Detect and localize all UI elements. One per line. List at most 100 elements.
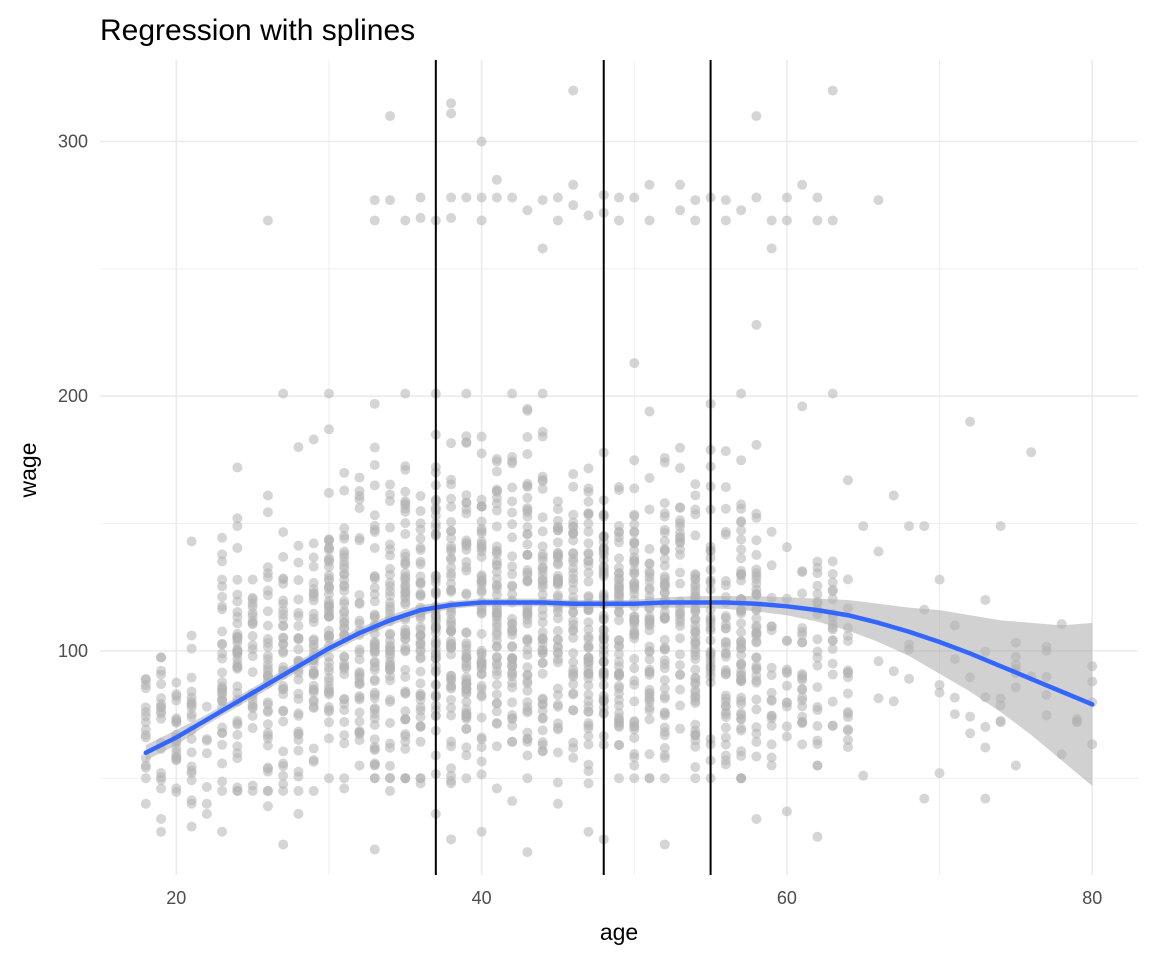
data-point — [614, 215, 624, 226]
data-point — [720, 750, 731, 761]
data-point — [476, 628, 487, 639]
data-point — [736, 666, 747, 677]
data-point — [644, 749, 655, 760]
data-point — [797, 701, 808, 712]
data-point — [537, 694, 548, 705]
data-point — [812, 556, 823, 567]
data-point — [446, 108, 457, 119]
data-point — [644, 702, 655, 713]
data-point — [522, 736, 533, 747]
data-point — [675, 621, 686, 632]
data-point — [583, 463, 594, 474]
data-point — [323, 553, 334, 564]
data-point — [1010, 659, 1021, 670]
data-point — [904, 521, 915, 532]
data-point — [415, 518, 426, 529]
data-point — [461, 675, 472, 686]
data-point — [400, 464, 411, 475]
data-point — [262, 706, 273, 717]
data-point — [415, 678, 426, 689]
data-point — [476, 647, 487, 658]
data-point — [965, 711, 976, 722]
data-point — [720, 195, 731, 206]
data-point — [781, 215, 792, 226]
data-point — [659, 524, 670, 535]
data-point — [476, 136, 487, 147]
data-point — [644, 406, 655, 417]
data-point — [583, 664, 594, 675]
data-point — [308, 434, 319, 445]
data-point — [446, 625, 457, 636]
data-point — [339, 485, 350, 496]
data-point — [552, 574, 563, 585]
y-tick-label: 100 — [58, 641, 88, 661]
data-point — [568, 752, 579, 763]
data-point — [812, 589, 823, 600]
data-point — [232, 644, 243, 655]
data-point — [461, 539, 472, 550]
data-point — [659, 707, 670, 718]
data-point — [323, 717, 334, 728]
data-point — [736, 773, 747, 784]
data-point — [476, 769, 487, 780]
data-point — [476, 826, 487, 837]
data-point — [751, 751, 762, 762]
data-point — [659, 571, 670, 582]
data-point — [781, 635, 792, 646]
data-point — [766, 720, 777, 731]
data-point — [568, 584, 579, 595]
data-point — [522, 685, 533, 696]
data-point — [140, 773, 151, 784]
data-point — [385, 675, 396, 686]
data-point — [156, 783, 167, 794]
data-point — [552, 777, 563, 788]
data-point — [736, 499, 747, 510]
x-tick-label: 20 — [166, 888, 186, 908]
data-point — [537, 474, 548, 485]
data-point — [446, 493, 457, 504]
data-point — [385, 760, 396, 771]
data-point — [736, 695, 747, 706]
data-point — [736, 534, 747, 545]
data-point — [644, 543, 655, 554]
data-point — [720, 648, 731, 659]
data-point — [720, 215, 731, 226]
data-point — [919, 604, 930, 615]
data-point — [736, 575, 747, 586]
data-point — [369, 195, 380, 206]
data-point — [842, 708, 853, 719]
data-point — [232, 462, 243, 473]
data-point — [308, 667, 319, 678]
data-point — [644, 666, 655, 677]
data-point — [842, 635, 853, 646]
data-point — [751, 535, 762, 546]
data-point — [247, 667, 258, 678]
data-point — [293, 442, 304, 453]
data-point — [446, 694, 457, 705]
data-point — [980, 594, 991, 605]
data-point — [659, 546, 670, 557]
data-point — [614, 589, 624, 600]
data-point — [369, 759, 380, 770]
data-point — [827, 556, 838, 567]
data-point — [568, 737, 579, 748]
data-point — [675, 578, 686, 589]
data-point — [583, 631, 594, 642]
data-point — [446, 578, 457, 589]
data-point — [812, 192, 823, 203]
data-point — [568, 577, 579, 588]
data-point — [415, 611, 426, 622]
data-point — [629, 192, 640, 203]
data-point — [659, 508, 670, 519]
data-point — [446, 474, 457, 485]
data-point — [369, 596, 380, 607]
x-tick-label: 60 — [777, 888, 797, 908]
data-point — [415, 702, 426, 713]
data-point — [568, 481, 579, 492]
y-tick-label: 300 — [58, 132, 88, 152]
data-point — [522, 662, 533, 673]
data-point — [797, 692, 808, 703]
data-point — [186, 536, 197, 547]
data-point — [781, 806, 792, 817]
data-point — [369, 442, 380, 453]
